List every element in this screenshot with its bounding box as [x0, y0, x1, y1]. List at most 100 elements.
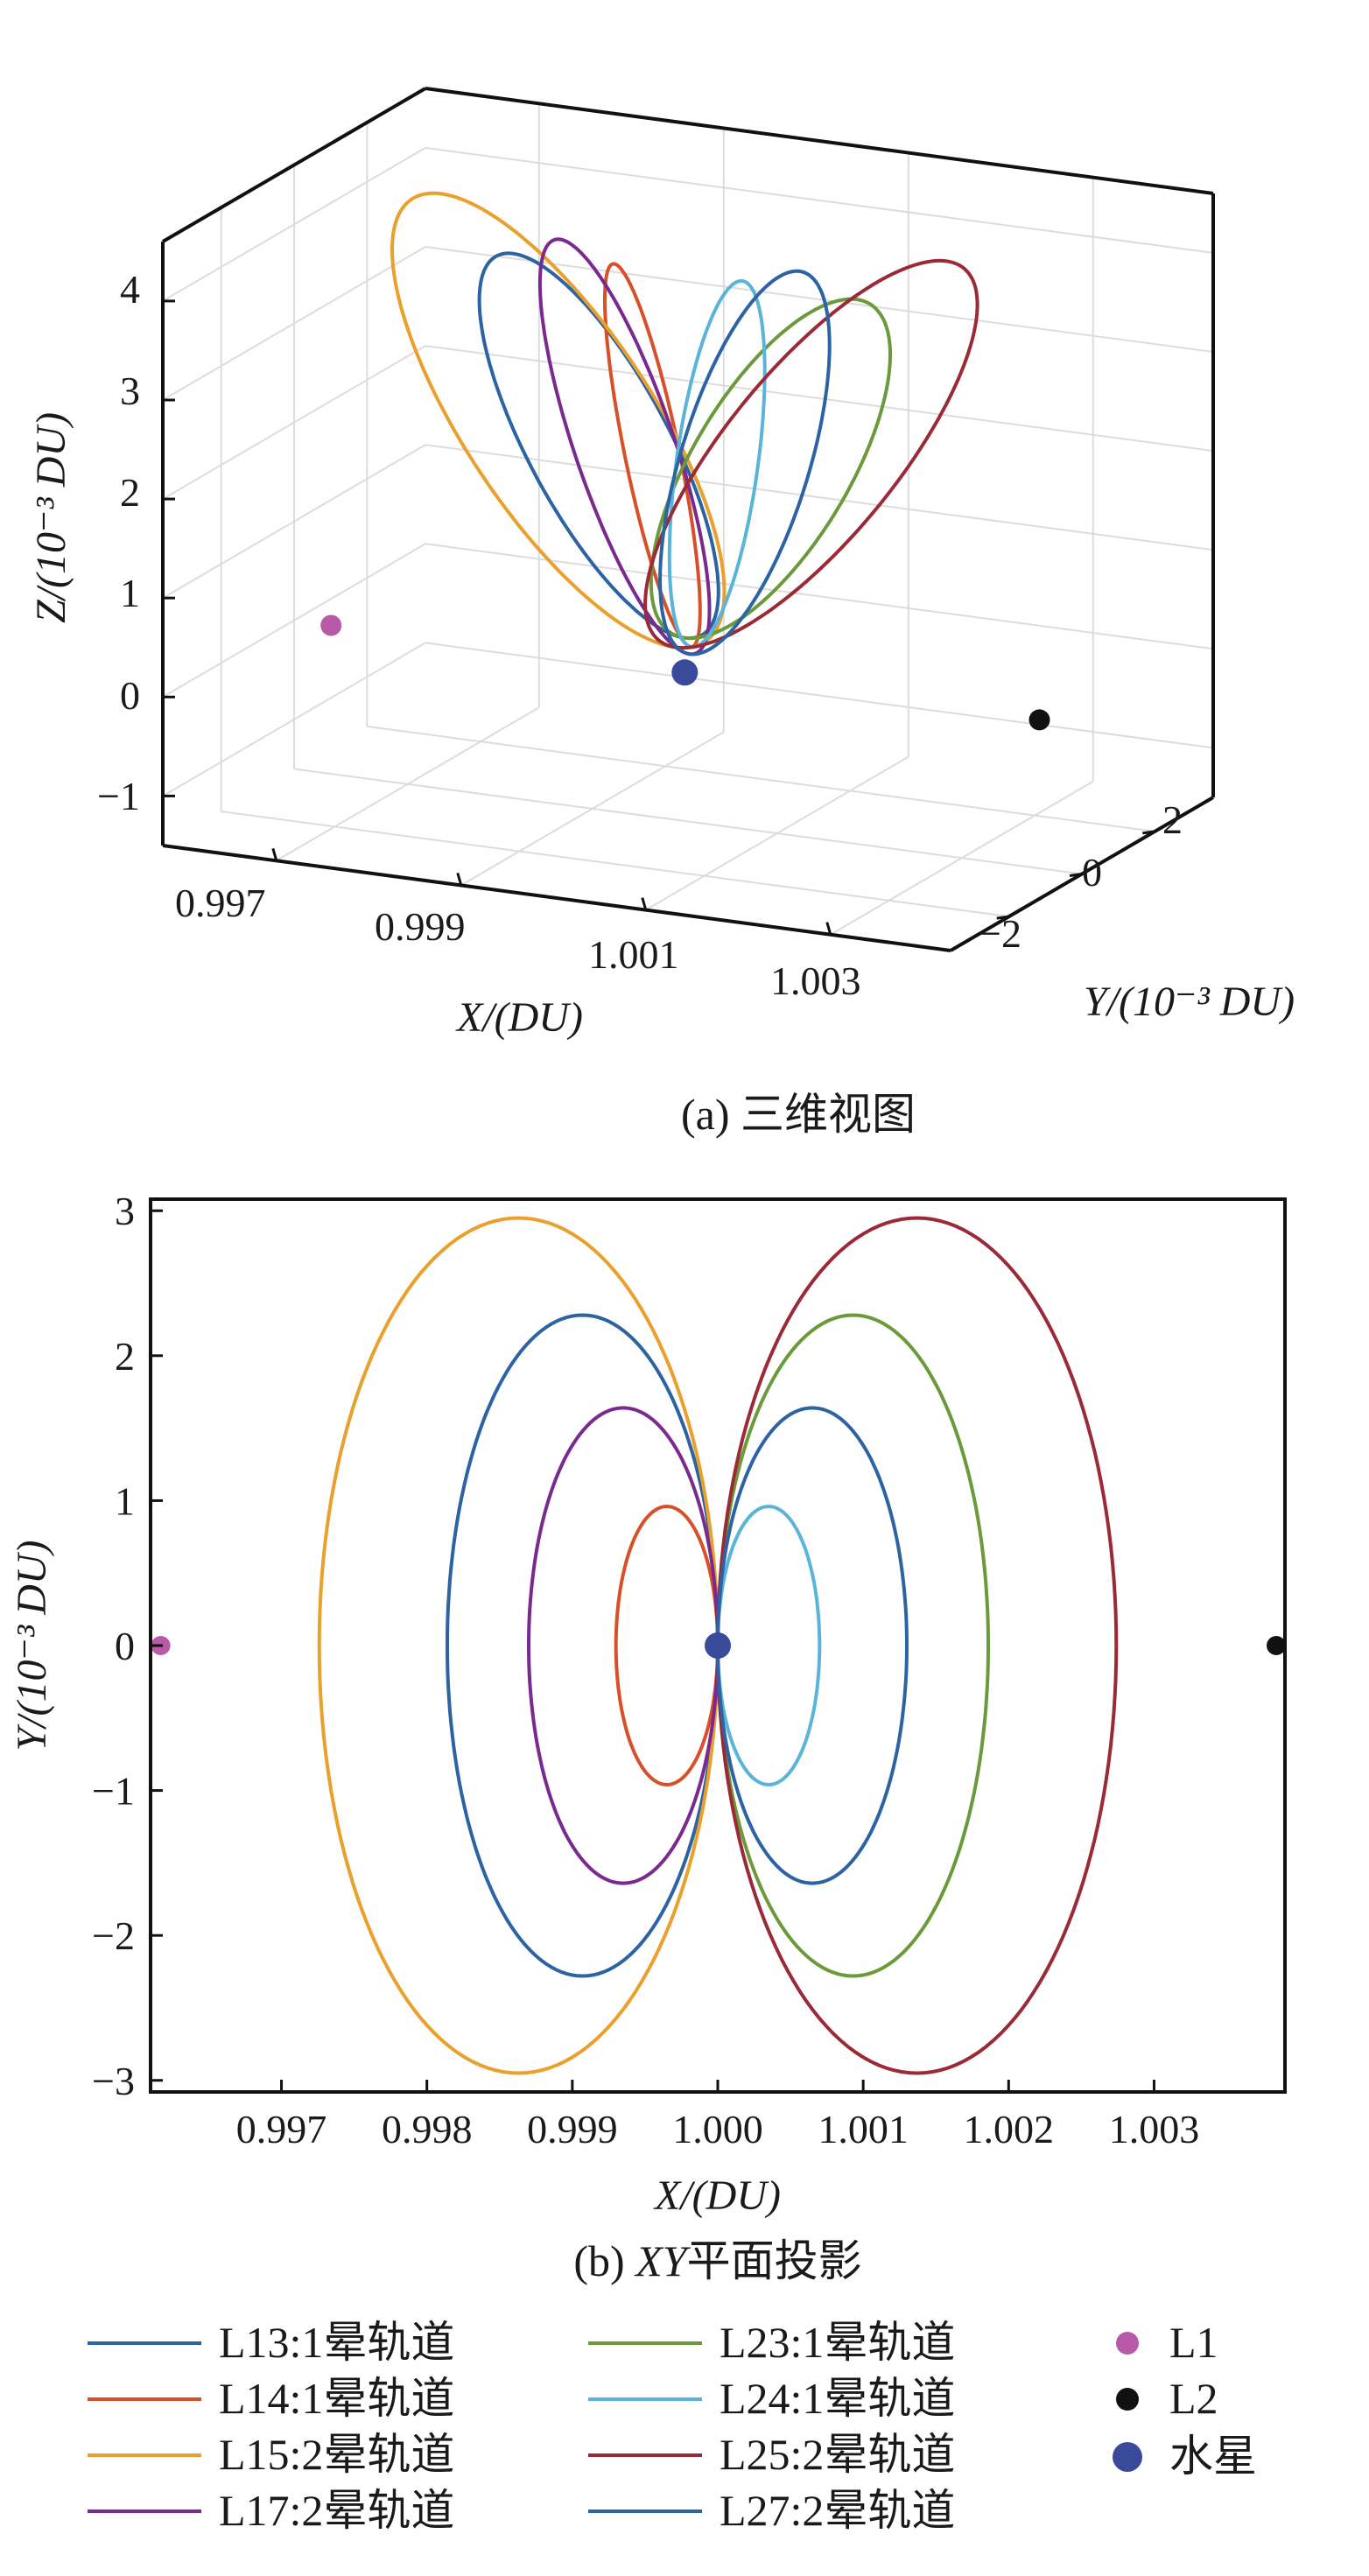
b-x-tick-label: 1.000 [672, 2107, 763, 2151]
a-y-tickmark [996, 915, 1009, 920]
b-y-tick-label: 1 [115, 1478, 135, 1523]
panel-b-xy-projection: 0.997 0.998 0.999 1.000 1.001 1.002 1.003 3 2 1 0 −… [9, 1189, 1287, 2285]
b-caption-suffix: 平面投影 [687, 2236, 862, 2285]
orbit-L15:2晕轨道 [317, 1216, 720, 2075]
point3d-L2 [1029, 709, 1050, 731]
a-x-tickmark [271, 847, 278, 861]
a-box-edge [161, 87, 427, 243]
a-z-label: Z/(10⁻³ DU) [28, 412, 74, 623]
orbit3d-L23:1晕轨道 [649, 297, 893, 641]
a-grid-line [293, 768, 1083, 875]
a-grid-line [162, 246, 426, 401]
orbit-L27:2晕轨道 [715, 1406, 909, 1885]
b-x-tick-label: 1.003 [1109, 2107, 1200, 2151]
a-z-tick: 1 [120, 571, 140, 615]
a-x-tickmark [641, 897, 648, 911]
a-z-tick: 3 [120, 369, 140, 413]
a-y-tick: −2 [979, 911, 1021, 956]
a-grid-line [367, 725, 1155, 832]
point-水星 [705, 1632, 731, 1659]
a-x-tick: 1.001 [588, 932, 679, 977]
orbit-L13:1晕轨道 [445, 1313, 720, 1978]
a-grid-line [162, 543, 426, 698]
orbit3d-L17:2晕轨道 [537, 237, 712, 656]
b-y-tick-label: 0 [115, 1624, 135, 1668]
a-grid-line [162, 444, 426, 600]
b-x-tick-label: 1.002 [964, 2107, 1055, 2151]
orbit-L17:2晕轨道 [526, 1406, 720, 1885]
legend-dot-l1 [1116, 2332, 1139, 2355]
a-y-tick: 2 [1162, 797, 1183, 842]
a-y-tickmark [1142, 830, 1155, 835]
a-grid-line [162, 642, 426, 797]
panel-a-ticks [163, 299, 1155, 936]
legend-label-l15: L15:2晕轨道 [219, 2430, 454, 2479]
a-grid-line [221, 811, 1009, 918]
a-grid-line [425, 444, 1214, 551]
legend-label-l2: L2 [1169, 2374, 1218, 2423]
orbit3d-L27:2晕轨道 [658, 269, 832, 656]
orbit3d-L15:2晕轨道 [390, 191, 727, 650]
orbit-L25:2晕轨道 [715, 1216, 1119, 2075]
a-z-tick: 2 [120, 470, 140, 515]
a-x-tick: 0.997 [175, 881, 266, 925]
a-x-tick: 1.003 [770, 958, 861, 1003]
a-y-tick: 0 [1082, 850, 1102, 895]
a-z-tick: −1 [97, 774, 140, 818]
b-y-tick-label: 3 [115, 1189, 135, 1233]
a-box-edge [162, 844, 951, 952]
a-grid-line [162, 147, 426, 302]
a-grid-line [425, 642, 1214, 749]
b-caption-prefix: (b) [573, 2236, 635, 2285]
b-y-tick-label: −1 [92, 1769, 135, 1814]
legend-dot-l2 [1116, 2388, 1139, 2411]
legend-label-l17: L17:2晕轨道 [219, 2486, 454, 2535]
orbit3d-L24:1晕轨道 [667, 278, 767, 649]
legend-label-l14: L14:1晕轨道 [219, 2374, 454, 2423]
b-y-label: Y/(10⁻³ DU) [9, 1540, 55, 1751]
b-x-tick-label: 0.997 [236, 2107, 327, 2151]
legend-label-mercury: 水星 [1169, 2432, 1257, 2481]
point-L2 [1267, 1636, 1287, 1655]
legend-label-l27: L27:2晕轨道 [720, 2486, 955, 2535]
point3d-水星 [671, 659, 699, 686]
legend-label-l23: L23:1晕轨道 [720, 2318, 955, 2367]
b-x-tick-label: 1.001 [818, 2107, 909, 2151]
b-x-tick-label: 0.999 [527, 2107, 618, 2151]
panel-a-orbits [390, 191, 979, 656]
panel-a-box [161, 87, 1215, 952]
a-z-tick: 0 [120, 673, 140, 718]
a-grid-line [425, 345, 1214, 453]
a-box-edge [425, 87, 1214, 195]
legend-label-l13: L13:1晕轨道 [219, 2318, 454, 2367]
a-x-label: X/(DU) [455, 994, 583, 1041]
b-y-tick-label: 2 [115, 1334, 135, 1379]
a-x-tick: 0.999 [375, 904, 466, 949]
orbit3d-L13:1晕轨道 [477, 251, 720, 641]
orbit-L23:1晕轨道 [715, 1313, 991, 1978]
orbit3d-L14:1晕轨道 [602, 262, 702, 649]
legend-label-l25: L25:2晕轨道 [720, 2430, 955, 2479]
a-grid-line [425, 146, 1214, 254]
a-z-tick: 4 [120, 267, 140, 312]
a-y-label: Y/(10⁻³ DU) [1084, 979, 1295, 1025]
a-grid-line [162, 345, 426, 500]
panel-a-3d-view: 4 3 2 1 0 −1 0.997 0.999 1.001 1.003 2 0… [28, 87, 1295, 1139]
panel-b-points [151, 1632, 1287, 1659]
orbit-L14:1晕轨道 [614, 1504, 720, 1787]
a-x-tickmark [456, 872, 463, 886]
b-y-tick-label: −2 [92, 1913, 135, 1958]
panel-b-ticks [151, 1209, 1155, 2092]
b-y-tick-label: −3 [92, 2059, 135, 2103]
legend-label-l24: L24:1晕轨道 [720, 2374, 955, 2423]
b-caption: (b) XY平面投影 [573, 2236, 861, 2285]
b-x-tick-label: 0.998 [382, 2107, 473, 2151]
b-x-label: X/(DU) [653, 2172, 781, 2219]
legend: L13:1晕轨道 L14:1晕轨道 L15:2晕轨道 L17:2晕轨道 L23:… [88, 2318, 1257, 2535]
panel-b-tick-labels: 0.997 0.998 0.999 1.000 1.001 1.002 1.003 3 2 1 0 −… [92, 1189, 1199, 2151]
a-x-tickmark [825, 922, 832, 936]
a-grid-line [425, 246, 1214, 353]
panel-a-points [320, 614, 1050, 731]
b-caption-italic: XY [634, 2236, 692, 2285]
